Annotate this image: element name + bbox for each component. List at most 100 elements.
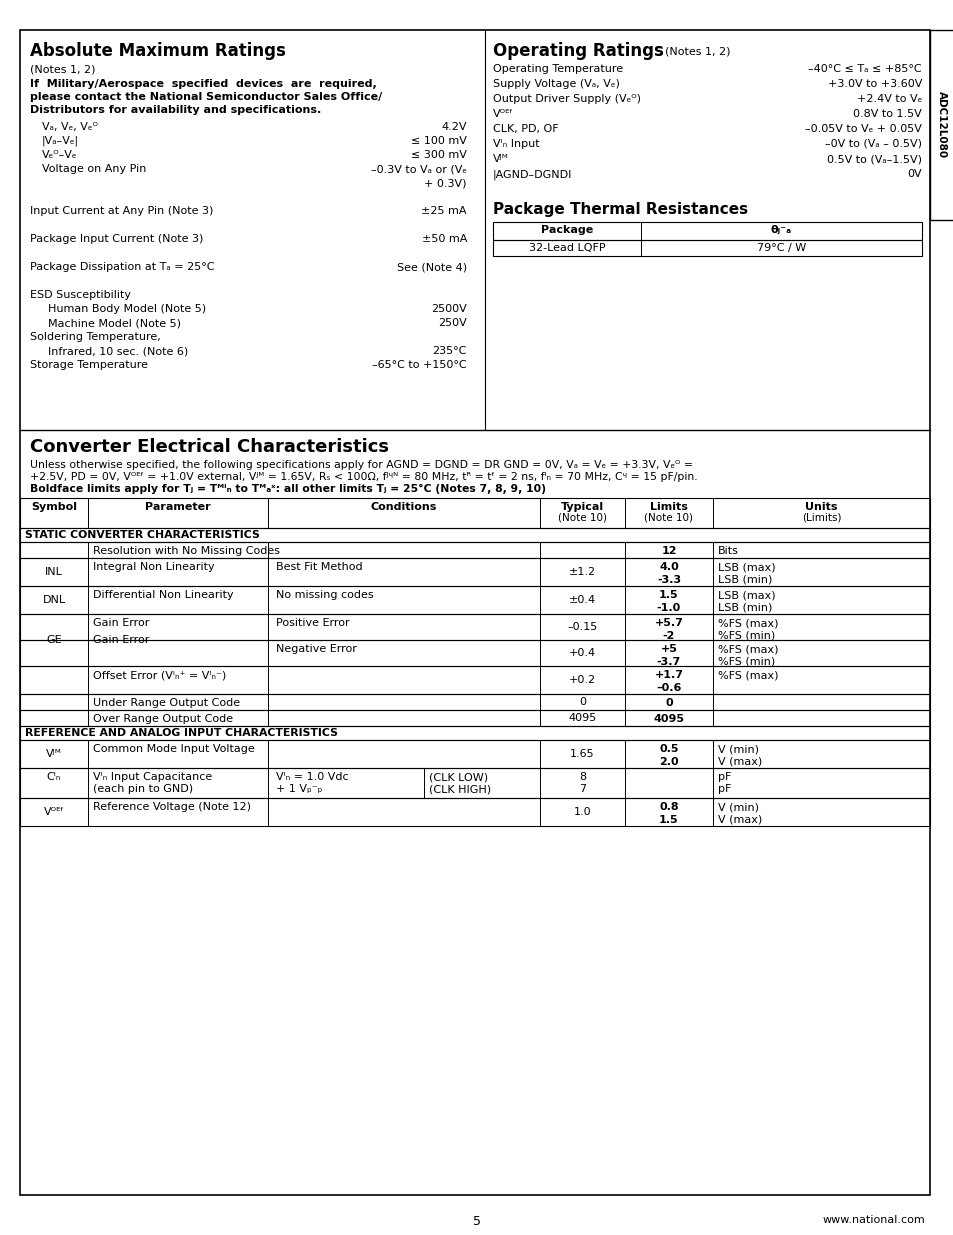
Text: Package: Package <box>540 225 593 235</box>
Text: Conditions: Conditions <box>371 501 436 513</box>
Text: Reference Voltage (Note 12): Reference Voltage (Note 12) <box>92 802 251 811</box>
Bar <box>20 585 929 614</box>
Text: +2.5V, PD = 0V, Vᴼᴱᶠ = +1.0V external, Vᴶᴹ = 1.65V, Rₛ < 100Ω, fᴶᶣᴺ = 80 MHz, tᴿ: +2.5V, PD = 0V, Vᴼᴱᶠ = +1.0V external, V… <box>30 472 697 482</box>
Text: REFERENCE AND ANALOG INPUT CHARACTERISTICS: REFERENCE AND ANALOG INPUT CHARACTERISTI… <box>25 727 337 739</box>
Text: Vᴵₙ Input Capacitance: Vᴵₙ Input Capacitance <box>92 772 212 782</box>
Text: +2.4V to Vₑ: +2.4V to Vₑ <box>856 94 921 104</box>
Bar <box>493 240 921 256</box>
Text: Resolution with No Missing Codes: Resolution with No Missing Codes <box>92 546 280 556</box>
Text: If  Military/Aerospace  specified  devices  are  required,: If Military/Aerospace specified devices … <box>30 79 376 89</box>
Bar <box>20 666 929 694</box>
Text: –0.6: –0.6 <box>656 683 681 693</box>
Text: +0.2: +0.2 <box>568 676 596 685</box>
Text: Integral Non Linearity: Integral Non Linearity <box>92 562 214 572</box>
Bar <box>20 768 929 798</box>
Text: please contact the National Semiconductor Sales Office/: please contact the National Semiconducto… <box>30 91 382 103</box>
Text: (Limits): (Limits) <box>801 513 841 522</box>
Text: Gain Error: Gain Error <box>92 635 150 645</box>
Text: ±1.2: ±1.2 <box>568 567 596 577</box>
Text: %FS (min): %FS (min) <box>718 657 775 667</box>
Bar <box>20 640 929 666</box>
Text: 5: 5 <box>473 1215 480 1228</box>
Text: Best Fit Method: Best Fit Method <box>275 562 362 572</box>
Text: Operating Temperature: Operating Temperature <box>493 64 622 74</box>
Text: (CLK HIGH): (CLK HIGH) <box>429 784 491 794</box>
Text: θⱼ⁻ₐ: θⱼ⁻ₐ <box>770 225 791 235</box>
Text: ≤ 300 mV: ≤ 300 mV <box>411 149 467 161</box>
Text: Vₐ, Vₑ, Vₑᴼ: Vₐ, Vₑ, Vₑᴼ <box>42 122 98 132</box>
Text: Vᴼᴱᶠ: Vᴼᴱᶠ <box>493 109 514 119</box>
Text: %FS (min): %FS (min) <box>718 631 775 641</box>
Text: Distributors for availability and specifications.: Distributors for availability and specif… <box>30 105 321 115</box>
Text: Offset Error (Vᴵₙ⁺ = Vᴵₙ⁻): Offset Error (Vᴵₙ⁺ = Vᴵₙ⁻) <box>92 671 226 680</box>
Text: LSB (min): LSB (min) <box>718 576 772 585</box>
Text: Vᴶᴹ: Vᴶᴹ <box>493 154 508 164</box>
Text: Vᴵₙ Input: Vᴵₙ Input <box>493 140 539 149</box>
Text: (each pin to GND): (each pin to GND) <box>92 784 193 794</box>
Text: Symbol: Symbol <box>30 501 77 513</box>
Text: –0.15: –0.15 <box>567 622 597 632</box>
Text: Typical: Typical <box>560 501 603 513</box>
Text: LSB (max): LSB (max) <box>718 562 775 572</box>
Text: Package Input Current (Note 3): Package Input Current (Note 3) <box>30 233 203 245</box>
Text: Machine Model (Note 5): Machine Model (Note 5) <box>48 317 181 329</box>
Text: (Note 10): (Note 10) <box>558 513 606 522</box>
Text: 0.5V to (Vₐ–1.5V): 0.5V to (Vₐ–1.5V) <box>826 154 921 164</box>
Text: V (min): V (min) <box>718 743 759 755</box>
Text: 2.0: 2.0 <box>659 757 679 767</box>
Text: GE: GE <box>46 635 62 645</box>
Text: INL: INL <box>45 567 63 577</box>
Text: 1.5: 1.5 <box>659 590 679 600</box>
Text: Parameter: Parameter <box>145 501 211 513</box>
Text: 0.5: 0.5 <box>659 743 678 755</box>
Text: STATIC CONVERTER CHARACTERISTICS: STATIC CONVERTER CHARACTERISTICS <box>25 530 259 540</box>
Text: www.national.com: www.national.com <box>821 1215 924 1225</box>
Text: 0.8: 0.8 <box>659 802 679 811</box>
Text: 79°C / W: 79°C / W <box>756 243 805 253</box>
Bar <box>20 798 929 826</box>
Text: –0.05V to Vₑ + 0.05V: –0.05V to Vₑ + 0.05V <box>804 124 921 135</box>
Text: -1.0: -1.0 <box>657 603 680 613</box>
Bar <box>20 740 929 768</box>
Text: 8: 8 <box>578 772 585 782</box>
Text: 32-Lead LQFP: 32-Lead LQFP <box>528 243 604 253</box>
Text: No missing codes: No missing codes <box>275 590 374 600</box>
Text: Converter Electrical Characteristics: Converter Electrical Characteristics <box>30 438 389 456</box>
Text: V (max): V (max) <box>718 815 761 825</box>
Text: ADC12L080: ADC12L080 <box>936 91 946 158</box>
Bar <box>493 222 921 240</box>
Text: Negative Error: Negative Error <box>275 643 356 655</box>
Text: –0V to (Vₐ – 0.5V): –0V to (Vₐ – 0.5V) <box>824 140 921 149</box>
Text: Under Range Output Code: Under Range Output Code <box>92 698 240 708</box>
Text: %FS (max): %FS (max) <box>718 671 778 680</box>
Text: 7: 7 <box>578 784 585 794</box>
Text: See (Note 4): See (Note 4) <box>396 262 467 272</box>
Text: (Notes 1, 2): (Notes 1, 2) <box>664 46 730 56</box>
Bar <box>20 694 929 710</box>
Text: –0.3V to Vₐ or (Vₑ: –0.3V to Vₐ or (Vₑ <box>371 164 467 174</box>
Text: LSB (min): LSB (min) <box>718 603 772 613</box>
Text: Vₑᴼ–Vₑ: Vₑᴼ–Vₑ <box>42 149 77 161</box>
Text: 4095: 4095 <box>568 713 596 722</box>
Text: Package Thermal Resistances: Package Thermal Resistances <box>493 203 747 217</box>
Text: 0.8V to 1.5V: 0.8V to 1.5V <box>852 109 921 119</box>
Text: Differential Non Linearity: Differential Non Linearity <box>92 590 233 600</box>
Text: Input Current at Any Pin (Note 3): Input Current at Any Pin (Note 3) <box>30 206 213 216</box>
Text: Vᴵₙ = 1.0 Vdc: Vᴵₙ = 1.0 Vdc <box>275 772 348 782</box>
Text: 4.2V: 4.2V <box>441 122 467 132</box>
Text: 0: 0 <box>578 697 585 706</box>
Bar <box>20 498 929 529</box>
Text: + 1 Vₚ⁻ₚ: + 1 Vₚ⁻ₚ <box>275 784 322 794</box>
Text: 2500V: 2500V <box>431 304 467 314</box>
Text: Output Driver Supply (Vₑᴼ): Output Driver Supply (Vₑᴼ) <box>493 94 640 104</box>
Text: Limits: Limits <box>649 501 687 513</box>
Bar <box>20 542 929 558</box>
Text: Supply Voltage (Vₐ, Vₑ): Supply Voltage (Vₐ, Vₑ) <box>493 79 619 89</box>
Text: +1.7: +1.7 <box>654 671 682 680</box>
Text: CLK, PD, OF: CLK, PD, OF <box>493 124 558 135</box>
Text: (Note 10): (Note 10) <box>644 513 693 522</box>
Text: Human Body Model (Note 5): Human Body Model (Note 5) <box>48 304 206 314</box>
Bar <box>20 529 929 542</box>
Text: Soldering Temperature,: Soldering Temperature, <box>30 332 161 342</box>
Text: Boldface limits apply for Tⱼ = Tᴹᴵₙ to Tᴹₐˣ: all other limits Tⱼ = 25°C (Notes 7: Boldface limits apply for Tⱼ = Tᴹᴵₙ to T… <box>30 484 545 494</box>
